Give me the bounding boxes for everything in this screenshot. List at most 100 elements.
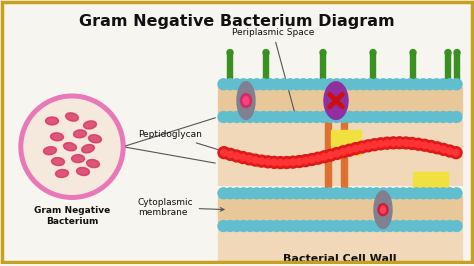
Circle shape [450,147,462,159]
Circle shape [283,159,290,166]
Circle shape [418,111,428,122]
Ellipse shape [370,49,376,56]
Circle shape [293,156,305,168]
Circle shape [298,188,309,199]
Ellipse shape [324,82,348,119]
Circle shape [262,156,274,168]
Circle shape [311,79,322,90]
Bar [218,196,462,223]
Circle shape [325,111,336,122]
Circle shape [398,188,409,199]
Ellipse shape [73,130,86,138]
Circle shape [411,79,422,90]
Circle shape [287,156,299,168]
Circle shape [338,79,349,90]
Text: Gram Negative Bacterium Diagram: Gram Negative Bacterium Diagram [79,14,395,29]
Circle shape [381,137,393,149]
Circle shape [415,141,422,148]
Ellipse shape [89,135,101,143]
Ellipse shape [76,168,90,176]
Ellipse shape [320,49,326,56]
Circle shape [447,148,453,154]
Circle shape [251,188,262,199]
Bar [264,53,268,82]
Circle shape [371,79,382,90]
Circle shape [278,111,289,122]
Circle shape [431,142,443,154]
Circle shape [315,155,321,161]
Circle shape [221,149,228,156]
Circle shape [218,188,229,199]
Bar [371,53,375,82]
Circle shape [338,221,349,231]
Circle shape [218,111,229,122]
Circle shape [264,79,275,90]
Circle shape [368,139,381,151]
Circle shape [264,221,275,231]
Circle shape [365,79,375,90]
Circle shape [304,188,316,199]
Ellipse shape [237,82,255,119]
Bar [446,53,450,82]
Ellipse shape [378,204,388,216]
Circle shape [281,157,293,168]
Circle shape [251,111,262,122]
Circle shape [331,188,342,199]
Circle shape [284,111,296,122]
Circle shape [271,159,277,166]
Ellipse shape [55,169,68,177]
Ellipse shape [227,49,233,56]
Circle shape [245,188,255,199]
Text: Periplasmic Space: Periplasmic Space [232,28,314,122]
Circle shape [378,111,389,122]
Circle shape [362,140,374,152]
Ellipse shape [65,113,78,121]
Ellipse shape [83,121,96,129]
Circle shape [398,79,409,90]
Ellipse shape [82,144,94,153]
Circle shape [274,157,286,169]
Ellipse shape [240,94,252,107]
Circle shape [345,221,356,231]
Circle shape [331,79,342,90]
Circle shape [325,79,336,90]
Circle shape [278,221,289,231]
Bar [320,53,326,82]
Circle shape [384,221,395,231]
Circle shape [444,221,456,231]
Circle shape [338,188,349,199]
Circle shape [264,159,271,165]
Circle shape [365,188,375,199]
Circle shape [331,111,342,122]
Circle shape [278,79,289,90]
Circle shape [255,155,268,167]
Circle shape [444,145,456,157]
Circle shape [375,138,387,150]
Circle shape [398,221,409,231]
Text: Bacterial Cell Wall: Bacterial Cell Wall [283,254,397,264]
Circle shape [390,140,397,146]
Circle shape [387,137,399,149]
Circle shape [258,111,269,122]
Circle shape [311,221,322,231]
Ellipse shape [454,49,460,56]
Ellipse shape [44,147,56,155]
Circle shape [231,79,242,90]
Circle shape [291,111,302,122]
Circle shape [309,156,315,163]
Circle shape [451,111,462,122]
Circle shape [411,188,422,199]
Circle shape [306,153,318,165]
Circle shape [352,145,359,152]
Circle shape [319,151,330,163]
Bar [331,130,361,155]
Circle shape [411,111,422,122]
Circle shape [378,221,389,231]
Circle shape [378,188,389,199]
Circle shape [331,148,343,159]
Circle shape [318,79,329,90]
Ellipse shape [19,94,125,199]
Bar [218,120,462,185]
Circle shape [271,221,282,231]
Circle shape [331,221,342,231]
